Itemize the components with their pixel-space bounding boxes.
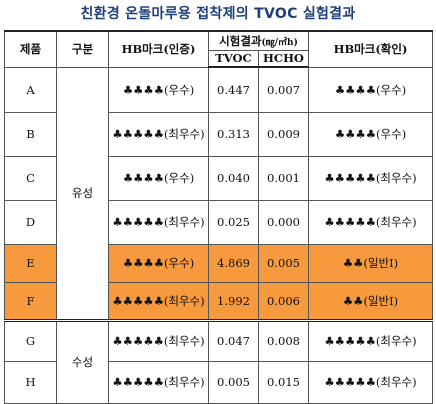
cell-hb-confirm: ♣♣♣♣(우수)	[308, 66, 433, 113]
cell-product: H	[4, 360, 57, 404]
tvoc-results-table: 제품 구분 HB마크(인증) 시험결과(㎎/㎡h) HB마크(확인) TVOC …	[4, 30, 433, 404]
cell-hb-confirm: ♣♣(일반Ⅰ)	[308, 243, 433, 283]
table-row-highlighted: F ♣♣♣♣♣(최우수) 1.992 0.006 ♣♣(일반Ⅰ)	[4, 281, 433, 321]
cell-hcho: 0.008	[258, 318, 309, 362]
cell-hb-confirm: ♣♣(일반Ⅰ)	[308, 281, 433, 321]
cell-hcho: 0.005	[258, 243, 309, 283]
header-category: 구분	[56, 30, 109, 68]
cell-hb-confirm: ♣♣♣♣♣(최우수)	[308, 199, 433, 245]
table-row: B ♣♣♣♣♣(최우수) 0.313 0.009 ♣♣♣♣(우수)	[4, 111, 433, 157]
cell-product: F	[4, 281, 57, 321]
cell-hb-confirm: ♣♣♣♣(우수)	[308, 111, 433, 157]
cell-tvoc: 0.040	[208, 155, 259, 201]
cell-hb-cert: ♣♣♣♣(우수)	[108, 66, 209, 113]
cell-tvoc: 1.992	[208, 281, 259, 321]
header-tvoc: TVOC	[208, 49, 259, 68]
cell-hb-cert: ♣♣♣♣♣(최우수)	[108, 199, 209, 245]
cell-product: B	[4, 111, 57, 157]
cell-hcho: 0.006	[258, 281, 309, 321]
table-row: A 유성 ♣♣♣♣(우수) 0.447 0.007 ♣♣♣♣(우수)	[4, 66, 433, 321]
cell-hb-cert: ♣♣♣♣(우수)	[108, 155, 209, 201]
cell-hb-cert: ♣♣♣♣♣(최우수)	[108, 281, 209, 321]
cell-product: A	[4, 66, 57, 113]
cell-group-water: 수성	[56, 318, 109, 404]
cell-product: G	[4, 318, 57, 362]
cell-hb-confirm: ♣♣♣♣♣(최우수)	[308, 318, 433, 362]
cell-group-oil: 유성	[56, 66, 109, 321]
cell-tvoc: 0.447	[208, 66, 259, 113]
table-row: H ♣♣♣♣♣(최우수) 0.005 0.015 ♣♣♣♣♣(최우수)	[4, 360, 433, 404]
cell-hb-cert: ♣♣♣♣♣(최우수)	[108, 111, 209, 157]
cell-product: C	[4, 155, 57, 201]
table-row: C ♣♣♣♣(우수) 0.040 0.001 ♣♣♣♣♣(최우수)	[4, 155, 433, 201]
header-test-unit: (㎎/㎡h)	[261, 37, 298, 48]
table-row: D ♣♣♣♣♣(최우수) 0.025 0.000 ♣♣♣♣♣(최우수)	[4, 199, 433, 245]
cell-hb-confirm: ♣♣♣♣♣(최우수)	[308, 155, 433, 201]
cell-hb-cert: ♣♣♣♣♣(최우수)	[108, 360, 209, 404]
cell-tvoc: 0.047	[208, 318, 259, 362]
cell-hb-confirm: ♣♣♣♣♣(최우수)	[308, 360, 433, 404]
header-test-result-label: 시험결과	[219, 33, 262, 48]
cell-tvoc: 4.869	[208, 243, 259, 283]
cell-hcho: 0.015	[258, 360, 309, 404]
cell-hcho: 0.009	[258, 111, 309, 157]
page-title: 친환경 온돌마루용 접착제의 TVOC 실험결과	[80, 6, 356, 22]
cell-hcho: 0.007	[258, 66, 309, 113]
cell-hb-cert: ♣♣♣♣(우수)	[108, 243, 209, 283]
cell-hcho: 0.000	[258, 199, 309, 245]
header-hb-confirm: HB마크(확인)	[308, 30, 433, 68]
cell-hcho: 0.001	[258, 155, 309, 201]
table-row-highlighted: E ♣♣♣♣(우수) 4.869 0.005 ♣♣(일반Ⅰ)	[4, 243, 433, 283]
cell-tvoc: 0.313	[208, 111, 259, 157]
cell-hb-cert: ♣♣♣♣♣(최우수)	[108, 318, 209, 362]
cell-product: E	[4, 243, 57, 283]
cell-tvoc: 0.005	[208, 360, 259, 404]
header-product: 제품	[4, 30, 57, 68]
header-test-result: 시험결과(㎎/㎡h)	[208, 30, 309, 51]
header-hb-cert: HB마크(인증)	[108, 30, 209, 68]
cell-product: D	[4, 199, 57, 245]
cell-tvoc: 0.025	[208, 199, 259, 245]
table-row: G 수성 ♣♣♣♣♣(최우수) 0.047 0.008 ♣♣♣♣♣(최우수)	[4, 318, 433, 404]
header-hcho: HCHO	[258, 49, 309, 68]
